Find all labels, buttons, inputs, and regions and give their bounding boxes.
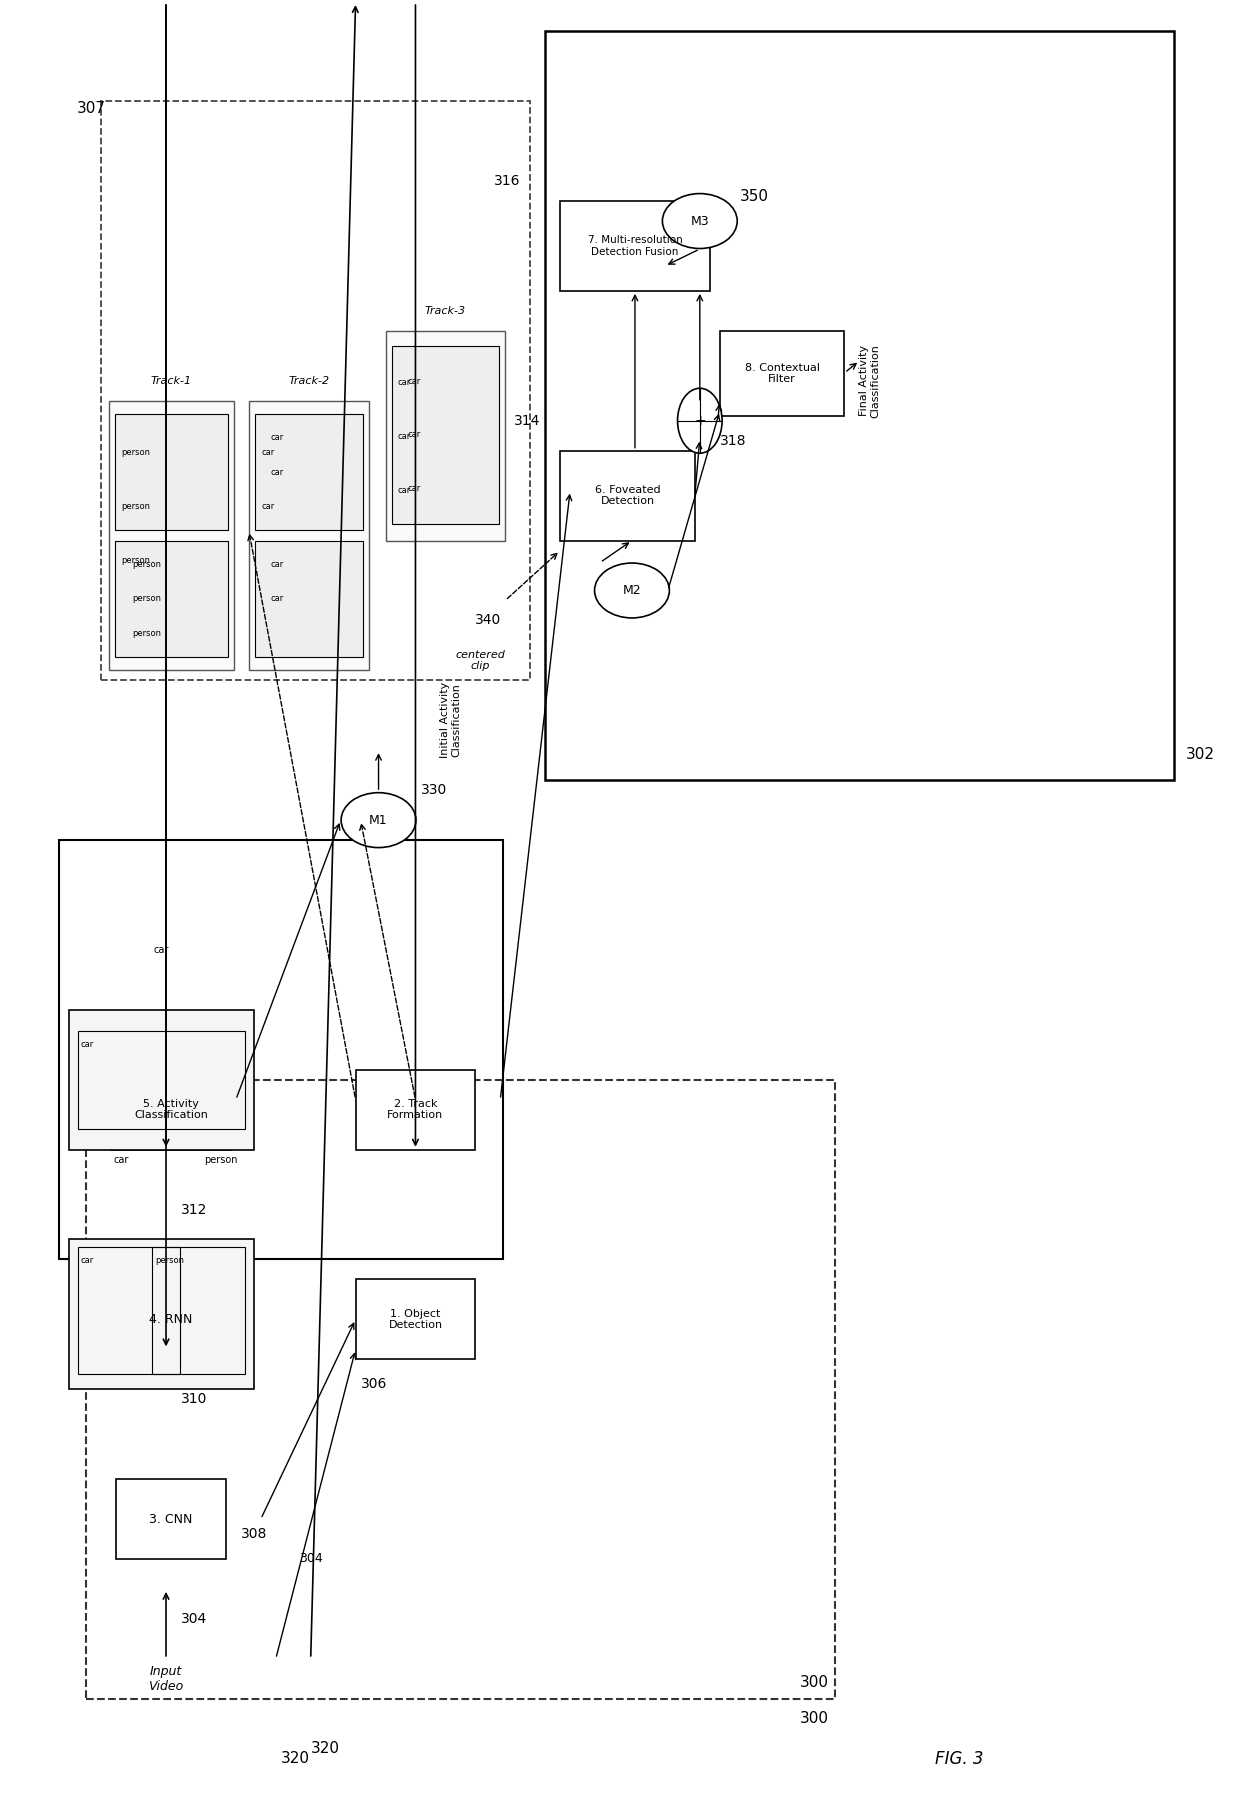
- Text: car: car: [272, 434, 284, 443]
- Text: 340: 340: [475, 613, 501, 627]
- Ellipse shape: [594, 564, 670, 618]
- Text: person: person: [122, 557, 150, 566]
- Text: 300: 300: [800, 1675, 828, 1690]
- Text: 312: 312: [181, 1202, 207, 1216]
- Text: Track-2: Track-2: [288, 376, 330, 387]
- Text: M1: M1: [370, 813, 388, 826]
- Text: centered
clip: centered clip: [455, 649, 505, 670]
- Text: 308: 308: [241, 1527, 268, 1541]
- Text: 306: 306: [361, 1377, 387, 1391]
- Text: car: car: [272, 468, 284, 477]
- Text: car: car: [272, 560, 284, 569]
- Text: car: car: [398, 486, 412, 495]
- FancyBboxPatch shape: [254, 540, 362, 658]
- Ellipse shape: [662, 193, 738, 249]
- Text: Track-1: Track-1: [151, 376, 192, 387]
- FancyBboxPatch shape: [117, 1279, 226, 1359]
- Text: 1. Object
Detection: 1. Object Detection: [388, 1308, 443, 1330]
- Text: car: car: [408, 484, 420, 493]
- FancyBboxPatch shape: [356, 1070, 475, 1149]
- Text: car: car: [81, 1256, 94, 1265]
- FancyBboxPatch shape: [719, 331, 844, 416]
- Circle shape: [677, 389, 722, 454]
- Text: person: person: [133, 629, 161, 638]
- Text: 320: 320: [280, 1751, 310, 1765]
- Text: car: car: [408, 430, 420, 439]
- Text: car: car: [262, 448, 274, 457]
- FancyBboxPatch shape: [392, 345, 500, 524]
- Text: person: person: [133, 595, 161, 604]
- Text: Input
Video: Input Video: [149, 1664, 184, 1693]
- Text: 2. Track
Formation: 2. Track Formation: [387, 1099, 444, 1120]
- Text: 301: 301: [72, 1287, 100, 1301]
- Text: person: person: [122, 502, 150, 511]
- FancyBboxPatch shape: [112, 1070, 231, 1149]
- Text: 310: 310: [181, 1391, 207, 1406]
- Text: car: car: [154, 945, 169, 954]
- Text: M2: M2: [622, 584, 641, 596]
- Text: 320: 320: [311, 1742, 340, 1756]
- FancyBboxPatch shape: [560, 450, 694, 540]
- Text: car: car: [408, 376, 420, 385]
- Text: 318: 318: [719, 434, 746, 448]
- Text: 307: 307: [77, 101, 105, 116]
- FancyBboxPatch shape: [115, 540, 228, 658]
- Text: person: person: [205, 1155, 238, 1164]
- FancyBboxPatch shape: [356, 1279, 475, 1359]
- Text: Final Activity
Classification: Final Activity Classification: [858, 343, 880, 417]
- Text: 304: 304: [181, 1612, 207, 1626]
- Text: 4. RNN: 4. RNN: [149, 1314, 192, 1326]
- Text: car: car: [262, 502, 274, 511]
- Text: FIG. 3: FIG. 3: [935, 1749, 983, 1767]
- Text: car: car: [398, 432, 412, 441]
- FancyBboxPatch shape: [560, 201, 709, 291]
- Text: 7. Multi-resolution
Detection Fusion: 7. Multi-resolution Detection Fusion: [588, 235, 682, 257]
- Ellipse shape: [341, 793, 415, 847]
- Text: person: person: [155, 1256, 184, 1265]
- Text: Track-3: Track-3: [425, 307, 466, 316]
- Text: +: +: [694, 414, 706, 428]
- Text: 300: 300: [800, 1711, 828, 1726]
- Text: 330: 330: [420, 782, 446, 797]
- FancyBboxPatch shape: [117, 1480, 226, 1559]
- FancyBboxPatch shape: [115, 414, 228, 529]
- FancyBboxPatch shape: [386, 331, 505, 540]
- Text: 314: 314: [513, 414, 541, 428]
- Text: car: car: [81, 1039, 94, 1048]
- Text: 6. Foveated
Detection: 6. Foveated Detection: [595, 484, 660, 506]
- Text: 316: 316: [494, 173, 521, 188]
- Text: 3. CNN: 3. CNN: [149, 1512, 192, 1525]
- Text: car: car: [398, 378, 412, 387]
- FancyBboxPatch shape: [254, 414, 362, 529]
- FancyBboxPatch shape: [109, 401, 234, 670]
- Text: 302: 302: [1187, 746, 1215, 763]
- Text: M3: M3: [691, 215, 709, 228]
- Text: car: car: [272, 595, 284, 604]
- Text: person: person: [133, 560, 161, 569]
- Text: 304: 304: [299, 1552, 322, 1565]
- Text: 5. Activity
Classification: 5. Activity Classification: [134, 1099, 208, 1120]
- Text: car: car: [113, 1155, 129, 1164]
- FancyBboxPatch shape: [249, 401, 368, 670]
- Text: Initial Activity
Classification: Initial Activity Classification: [440, 683, 461, 759]
- FancyBboxPatch shape: [69, 1240, 254, 1390]
- Text: person: person: [122, 448, 150, 457]
- Text: 350: 350: [740, 188, 769, 204]
- FancyBboxPatch shape: [69, 1010, 254, 1149]
- Text: 8. Contextual
Filter: 8. Contextual Filter: [745, 363, 820, 385]
